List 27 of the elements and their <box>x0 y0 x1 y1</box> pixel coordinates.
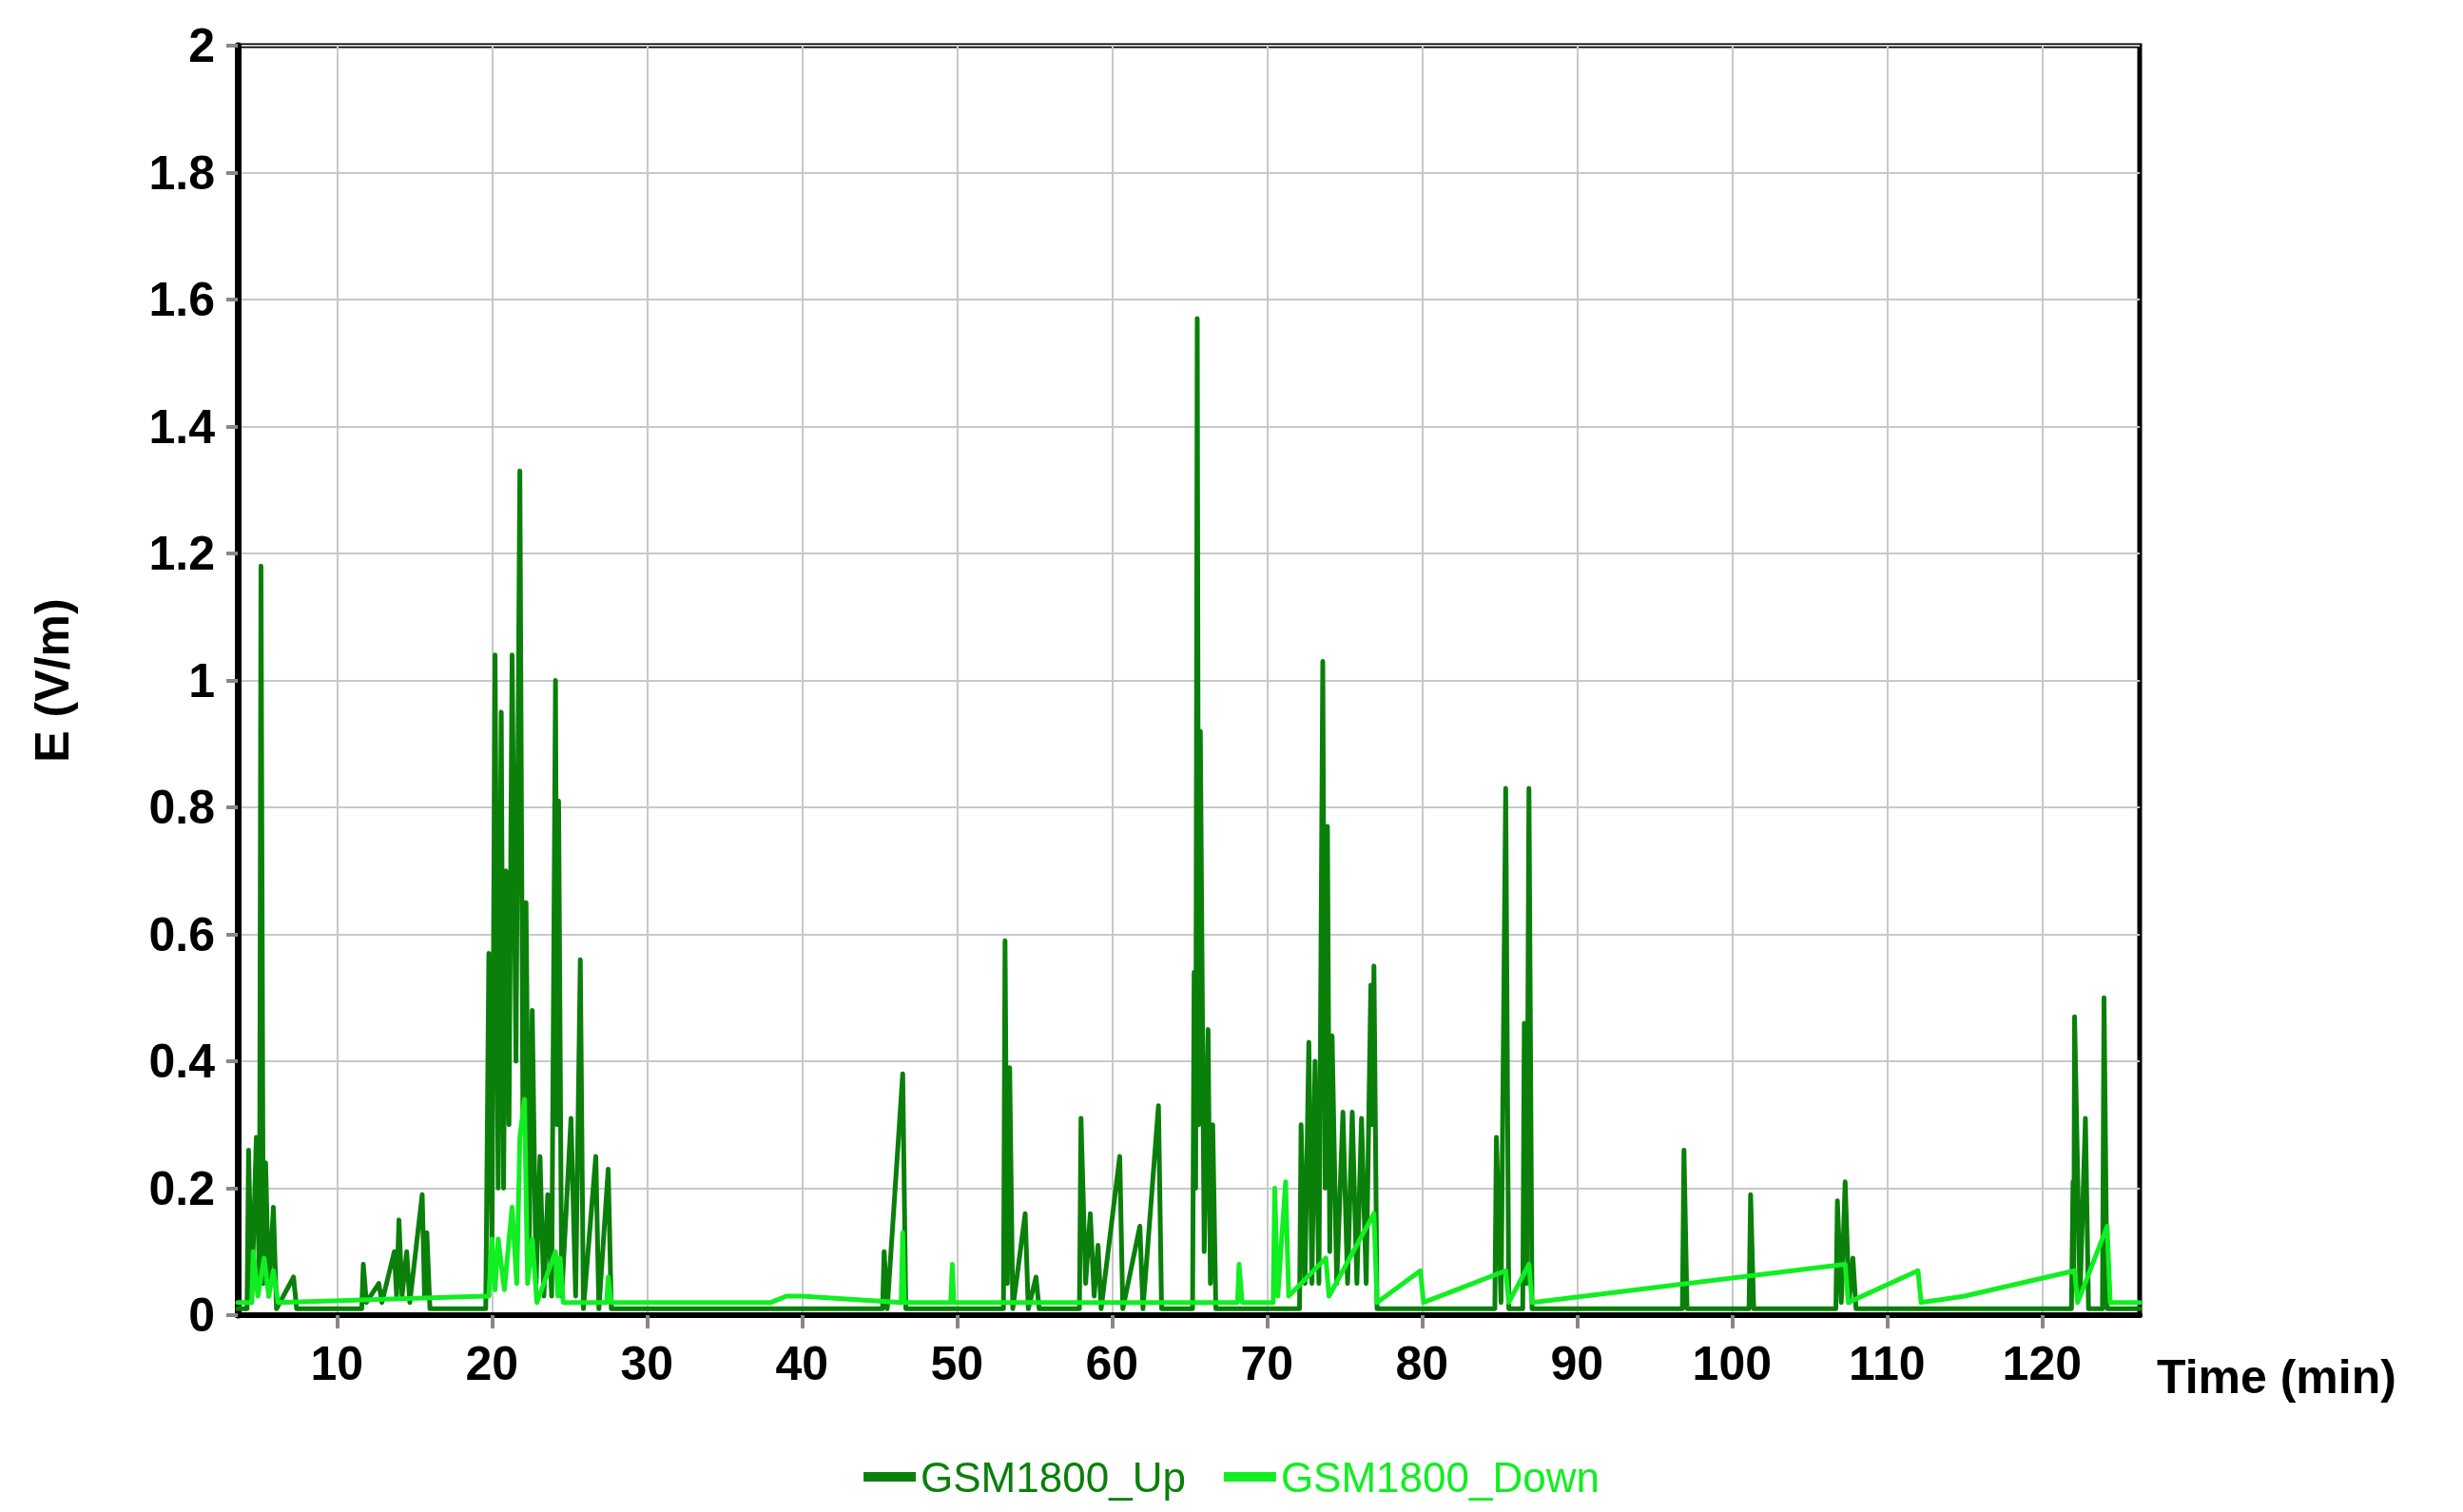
x-tick-label: 90 <box>1550 1337 1604 1390</box>
x-tick-label: 10 <box>310 1337 364 1390</box>
y-tick-label: 1.8 <box>148 145 215 200</box>
y-tick-label: 1.2 <box>148 527 215 580</box>
y-tick-label: 1.6 <box>148 273 215 326</box>
x-tick-label: 50 <box>930 1337 984 1390</box>
x-tick-label: 20 <box>465 1337 519 1390</box>
x-axis-title: Time (min) <box>2157 1350 2396 1404</box>
y-axis-title: E (V/m) <box>26 598 79 763</box>
x-tick-label: 110 <box>1848 1337 1926 1390</box>
y-tick-label: 0.6 <box>148 907 215 961</box>
legend-label: GSM1800_Up <box>921 1453 1186 1501</box>
legend-label: GSM1800_Down <box>1280 1453 1600 1501</box>
y-tick-label: 0.8 <box>148 781 215 834</box>
y-tick-label: 2 <box>188 19 215 72</box>
x-tick-label: 100 <box>1692 1337 1773 1390</box>
x-tick-label: 70 <box>1240 1337 1294 1390</box>
y-tick-label: 0 <box>188 1289 215 1342</box>
y-tick-label: 0.4 <box>148 1035 216 1088</box>
x-tick-label: 40 <box>775 1337 829 1390</box>
x-tick-label: 60 <box>1085 1337 1139 1390</box>
y-tick-label: 1.4 <box>148 399 216 454</box>
y-tick-label: 0.2 <box>148 1161 215 1215</box>
x-tick-label: 80 <box>1395 1337 1449 1390</box>
y-tick-label: 1 <box>188 653 215 708</box>
x-tick-label: 30 <box>620 1337 674 1390</box>
x-tick-label: 120 <box>2002 1337 2083 1390</box>
